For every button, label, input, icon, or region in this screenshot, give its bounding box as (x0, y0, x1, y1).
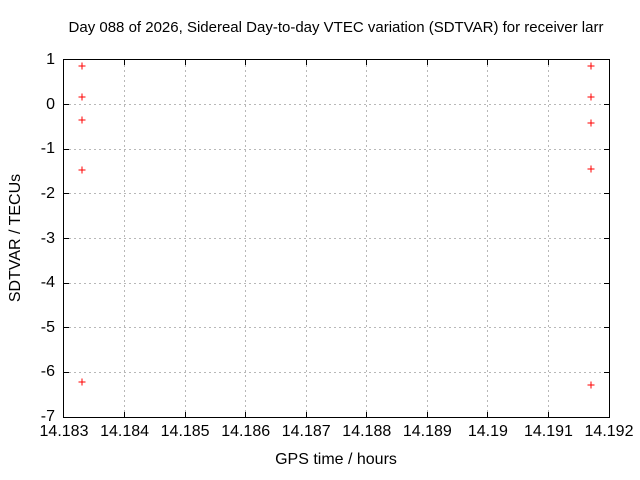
tick-mark (426, 60, 428, 65)
y-tick-label: -3 (40, 229, 55, 247)
tick-mark (64, 282, 69, 284)
gridline (64, 327, 609, 329)
data-point-marker (78, 93, 86, 101)
data-point-marker (587, 93, 595, 101)
tick-mark (245, 412, 247, 417)
x-tick-label: 14.188 (342, 423, 392, 440)
tick-mark (305, 412, 307, 417)
tick-mark (487, 412, 489, 417)
tick-mark (124, 412, 126, 417)
gridline (64, 371, 609, 373)
tick-mark (604, 282, 609, 284)
tick-mark (604, 148, 609, 150)
x-tick-label: 14.19 (467, 423, 508, 440)
x-tick-label: 14.185 (160, 423, 210, 440)
gridline (64, 193, 609, 195)
y-tick-label: -2 (40, 184, 55, 202)
data-point-marker (78, 378, 86, 386)
tick-mark (604, 193, 609, 195)
tick-mark (604, 327, 609, 329)
tick-mark (64, 371, 69, 373)
y-tick-label: -5 (40, 318, 55, 336)
data-point-marker (78, 116, 86, 124)
tick-mark (245, 60, 247, 65)
tick-mark (64, 193, 69, 195)
tick-mark (124, 60, 126, 65)
tick-mark (547, 412, 549, 417)
tick-mark (64, 148, 69, 150)
x-tick-label: 14.187 (281, 423, 331, 440)
y-tick-label: -1 (40, 140, 55, 158)
tick-mark (366, 412, 368, 417)
tick-mark (604, 238, 609, 239)
x-tick-label: 14.191 (523, 423, 573, 440)
data-point-marker (587, 62, 595, 70)
gridline (64, 282, 609, 284)
data-point-marker (587, 119, 595, 127)
x-axis-title: GPS time / hours (275, 451, 397, 468)
tick-mark (64, 327, 69, 329)
gridline (64, 238, 609, 239)
tick-mark (547, 60, 549, 65)
tick-mark (604, 104, 609, 106)
y-tick-label: 1 (46, 51, 55, 68)
data-point-marker (78, 62, 86, 70)
y-tick-label: 0 (46, 95, 55, 113)
y-tick-label: -7 (40, 408, 55, 425)
tick-mark (184, 412, 186, 417)
plot-area (63, 59, 610, 418)
x-tick-label: 14.186 (221, 423, 271, 440)
y-tick-label: -6 (40, 363, 55, 381)
y-tick-label: -4 (40, 274, 55, 292)
data-point-marker (587, 165, 595, 173)
x-tick-label: 14.192 (584, 423, 634, 440)
tick-mark (426, 412, 428, 417)
chart-title: Day 088 of 2026, Sidereal Day-to-day VTE… (68, 19, 604, 36)
data-point-marker (78, 166, 86, 174)
tick-mark (366, 60, 368, 65)
tick-mark (64, 238, 69, 239)
x-tick-label: 14.183 (39, 423, 89, 440)
gridline (64, 148, 609, 150)
tick-mark (305, 60, 307, 65)
x-tick-label: 14.184 (100, 423, 150, 440)
tick-mark (487, 60, 489, 65)
data-point-marker (587, 381, 595, 389)
tick-mark (604, 371, 609, 373)
x-tick-label: 14.189 (402, 423, 452, 440)
tick-mark (184, 60, 186, 65)
gridline (64, 104, 609, 106)
tick-mark (64, 104, 69, 106)
